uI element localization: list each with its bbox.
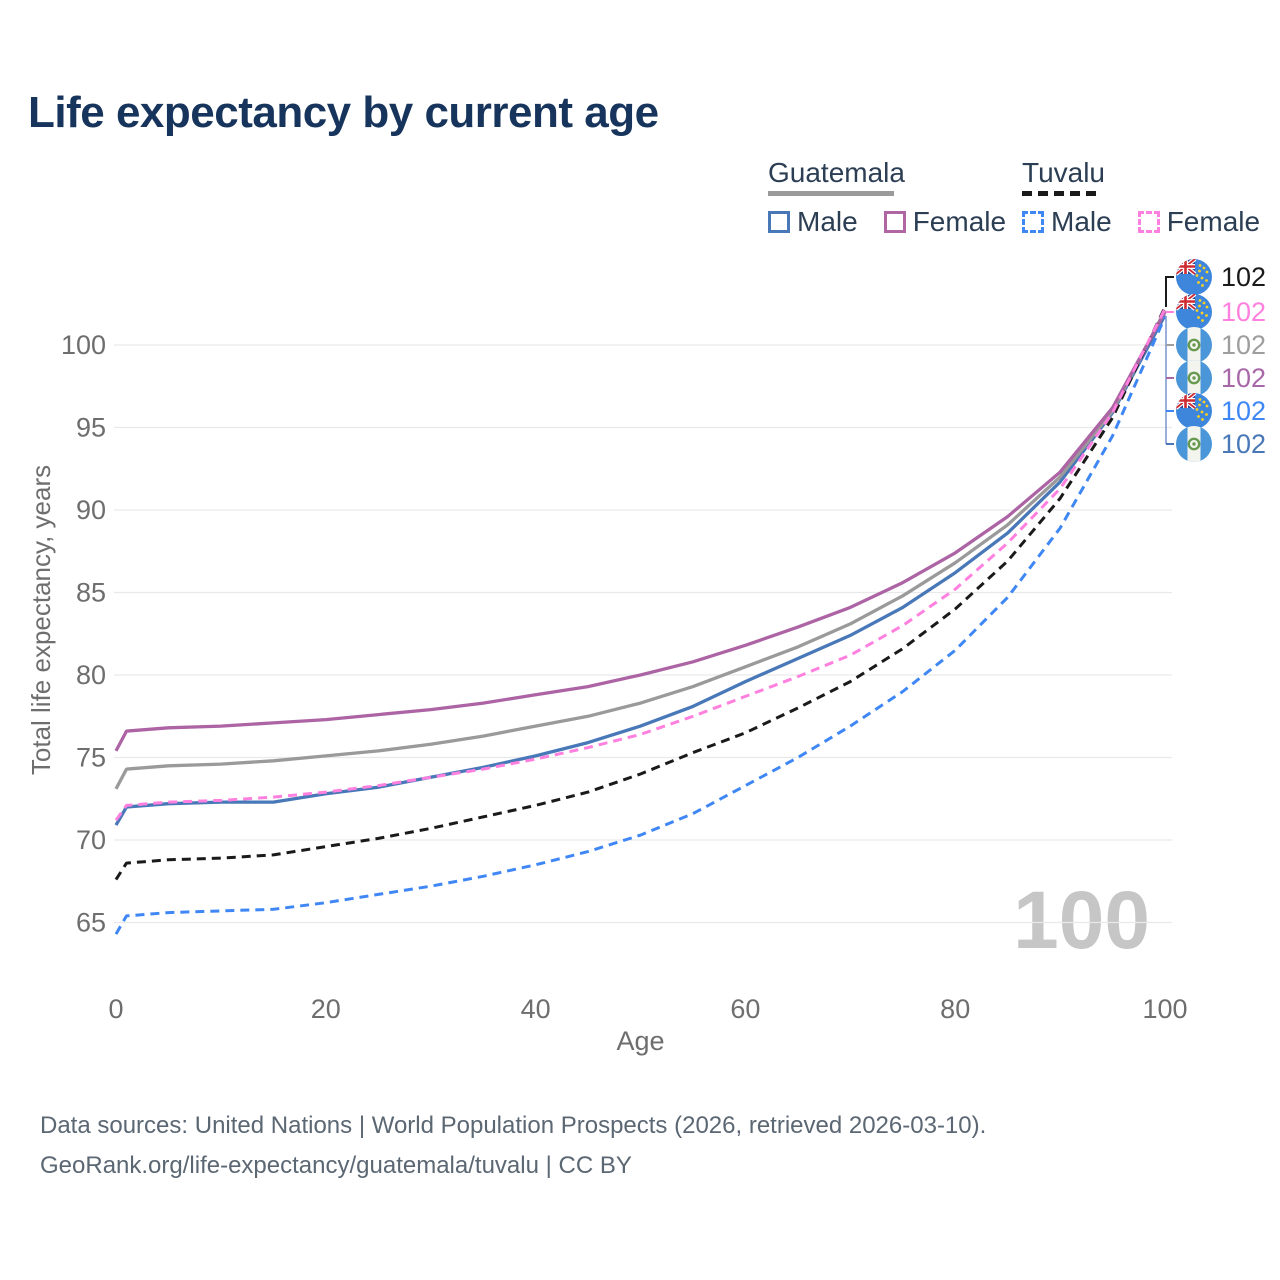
end-value: 102: [1221, 296, 1267, 327]
series-line-guatemala-both-sexes[interactable]: [114, 309, 1167, 790]
chart-legend: Guatemala Male Female Tuvalu Male Female: [0, 158, 1280, 248]
guatemala-flag-icon: [1176, 360, 1212, 396]
legend-linestyle-tuvalu: [1022, 191, 1096, 196]
series-line-tuvalu-both-sexes[interactable]: [114, 306, 1167, 881]
series-line-tuvalu-female[interactable]: [114, 308, 1167, 822]
end-label-tuvalu-female[interactable]: 102: [1176, 294, 1266, 330]
leader-tuvalu-total: [1165, 276, 1174, 307]
age-watermark: 100: [1013, 875, 1150, 966]
legend-item-tuvalu-male[interactable]: Male: [1022, 206, 1112, 238]
legend-linestyle-guatemala: [768, 191, 894, 196]
end-value: 102: [1221, 428, 1267, 459]
end-label-guatemala-male[interactable]: 102: [1176, 426, 1266, 462]
x-tick-label: 0: [108, 994, 123, 1024]
legend-label-tuvalu-female: Female: [1166, 206, 1261, 237]
guatemala-flag-icon: [1176, 327, 1212, 363]
end-label-tuvalu-both-sexes[interactable]: 102: [1176, 259, 1266, 295]
y-axis-title: Total life expectancy, years: [26, 465, 56, 775]
guatemala-flag-icon: [1176, 426, 1212, 462]
y-tick-label: 85: [76, 578, 106, 608]
footer: Data sources: United Nations | World Pop…: [40, 1106, 986, 1186]
legend-label-tuvalu-male: Male: [1051, 206, 1112, 237]
legend-swatch-tuvalu-male: [1022, 211, 1044, 233]
end-label-tuvalu-male[interactable]: 102: [1176, 393, 1266, 429]
legend-item-guatemala-male[interactable]: Male: [768, 206, 858, 238]
legend-swatch-guatemala-male: [768, 211, 790, 233]
end-label-guatemala-both-sexes[interactable]: 102: [1176, 327, 1266, 363]
x-tick-label: 80: [940, 994, 970, 1024]
legend-swatch-guatemala-female: [883, 211, 906, 233]
end-value: 102: [1221, 362, 1267, 393]
page-title: Life expectancy by current age: [28, 88, 659, 137]
legend-item-guatemala-female[interactable]: Female: [883, 206, 1007, 238]
tuvalu-flag-icon: [1176, 259, 1212, 295]
legend-country-guatemala: Guatemala: [768, 157, 905, 188]
series-line-guatemala-male[interactable]: [114, 314, 1167, 826]
y-tick-label: 65: [76, 908, 106, 938]
tuvalu-flag-icon: [1176, 393, 1212, 429]
x-tick-label: 40: [521, 994, 551, 1024]
legend-country-tuvalu: Tuvalu: [1022, 157, 1106, 188]
y-tick-label: 75: [76, 743, 106, 773]
y-tick-label: 95: [76, 413, 106, 443]
legend-group-guatemala: Guatemala Male Female: [768, 158, 1006, 238]
tuvalu-flag-icon: [1176, 294, 1212, 330]
y-tick-label: 70: [76, 825, 106, 855]
legend-group-tuvalu: Tuvalu Male Female: [1022, 158, 1260, 238]
legend-item-tuvalu-female[interactable]: Female: [1137, 206, 1261, 238]
x-tick-label: 20: [311, 994, 341, 1024]
footer-sources: Data sources: United Nations | World Pop…: [40, 1112, 987, 1139]
x-axis-title: Age: [616, 1026, 664, 1056]
end-label-guatemala-female[interactable]: 102: [1176, 360, 1266, 396]
end-value: 102: [1221, 261, 1267, 292]
legend-label-guatemala-male: Male: [797, 206, 858, 237]
series-line-tuvalu-male[interactable]: [114, 316, 1167, 935]
y-tick-label: 90: [76, 495, 106, 525]
legend-swatch-tuvalu-female: [1137, 211, 1160, 233]
x-tick-label: 100: [1142, 994, 1187, 1024]
y-tick-label: 100: [61, 330, 106, 360]
end-value: 102: [1221, 395, 1267, 426]
x-tick-label: 60: [730, 994, 760, 1024]
legend-label-guatemala-female: Female: [912, 206, 1007, 237]
series-line-guatemala-female[interactable]: [114, 311, 1167, 752]
y-tick-label: 80: [76, 660, 106, 690]
footer-attribution: GeoRank.org/life-expectancy/guatemala/tu…: [40, 1152, 632, 1179]
end-value: 102: [1221, 329, 1267, 360]
